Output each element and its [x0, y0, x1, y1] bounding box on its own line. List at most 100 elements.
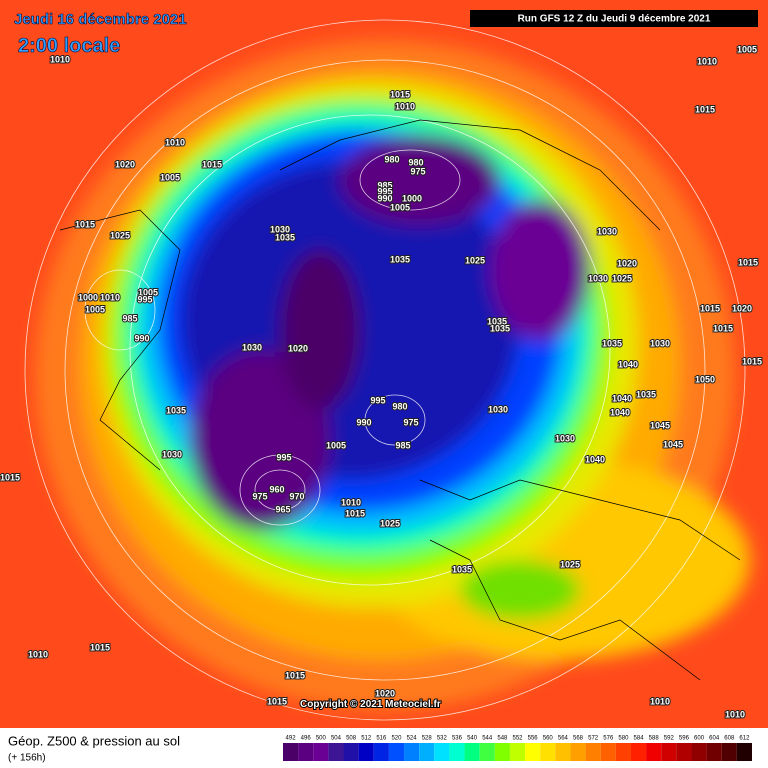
pressure-label: 1020	[375, 688, 395, 698]
pressure-label: 1030	[162, 449, 182, 459]
scale-swatch	[661, 743, 677, 761]
pressure-label: 1010	[697, 56, 717, 66]
scale-label: 580	[618, 736, 629, 742]
pressure-label: 975	[410, 166, 425, 176]
pressure-label: 1035	[602, 338, 622, 348]
scale-swatch	[676, 743, 692, 761]
pressure-label: 1015	[0, 472, 20, 482]
pressure-label: 1010	[50, 54, 70, 64]
scale-label: 536	[452, 736, 463, 742]
pressure-label: 1010	[165, 137, 185, 147]
pressure-label: 995	[370, 395, 385, 405]
scale-label: 540	[467, 736, 478, 742]
pressure-label: 1025	[465, 255, 485, 265]
pressure-label: 1015	[75, 219, 95, 229]
scale-label: 548	[497, 736, 508, 742]
field-title: Géop. Z500 & pression au sol	[8, 733, 180, 748]
pressure-label: 1015	[90, 642, 110, 652]
pressure-label: 1040	[610, 407, 630, 417]
geopotential-field	[35, 40, 750, 710]
pressure-label: 1000	[78, 292, 98, 302]
pressure-label: 995	[137, 294, 152, 304]
pressure-label: 1040	[612, 393, 632, 403]
scale-label: 592	[664, 736, 675, 742]
scale-swatch	[570, 743, 586, 761]
scale-label: 520	[391, 736, 402, 742]
pressure-label: 1035	[636, 389, 656, 399]
scale-swatch	[388, 743, 405, 761]
pressure-label: 1015	[202, 159, 222, 169]
pressure-label: 1025	[612, 273, 632, 283]
pressure-label: 1010	[28, 649, 48, 659]
scale-label: 500	[316, 736, 327, 742]
pressure-label: 1040	[618, 359, 638, 369]
pressure-label: 1035	[166, 405, 186, 415]
pressure-label: 1015	[390, 89, 410, 99]
pressure-label: 1005	[160, 172, 180, 182]
pressure-label: 1020	[115, 159, 135, 169]
pressure-label: 1020	[732, 303, 752, 313]
isobars	[24, 19, 746, 721]
scale-label: 528	[422, 736, 433, 742]
pressure-label: 1005	[390, 202, 410, 212]
pressure-label: 990	[377, 193, 392, 203]
pressure-label: 985	[377, 180, 392, 190]
pressure-label: 1020	[617, 258, 637, 268]
color-scale: 492 496 500 504 508 512 516 520 524 528 532 536 540 5…	[283, 736, 752, 761]
pressure-label: 1005	[737, 44, 757, 54]
pressure-label: 975	[252, 491, 267, 501]
scale-label: 596	[679, 736, 690, 742]
pressure-label: 1035	[452, 564, 472, 574]
run-box	[470, 10, 758, 27]
pressure-label: 1015	[742, 356, 762, 366]
pressure-label: 1015	[267, 696, 287, 706]
pressure-label: 1015	[285, 670, 305, 680]
pressure-label: 1035	[275, 232, 295, 242]
pressure-label: 1010	[725, 709, 745, 719]
pressure-label: 1025	[560, 559, 580, 569]
pressure-label: 1010	[395, 101, 415, 111]
pressure-label: 980	[392, 401, 407, 411]
scale-swatch	[358, 743, 374, 761]
scale-swatch	[721, 743, 737, 761]
coastlines	[59, 119, 741, 681]
scale-swatch	[283, 743, 299, 761]
pressure-label: 1045	[663, 439, 683, 449]
scale-swatch	[313, 743, 329, 761]
scale-swatch	[509, 743, 526, 761]
copyright: Copyright © 2021 Meteociel.fr	[300, 699, 441, 710]
pressure-label: 1035	[487, 316, 507, 326]
scale-label: 560	[543, 736, 554, 742]
pressure-label: 1005	[85, 304, 105, 314]
pressure-label: 1015	[738, 257, 758, 267]
pressure-label: 1015	[713, 323, 733, 333]
scale-label: 572	[588, 736, 599, 742]
pressure-label: 1025	[110, 230, 130, 240]
scale-swatch	[404, 743, 420, 761]
scale-swatch	[525, 743, 541, 761]
pressure-label: 1010	[100, 292, 120, 302]
scale-label: 556	[528, 736, 539, 742]
pressure-label: 1030	[650, 338, 670, 348]
scale-swatch	[585, 743, 601, 761]
pressure-label: 965	[275, 504, 290, 514]
scale-swatch	[646, 743, 662, 761]
scale-swatch	[479, 743, 495, 761]
scale-label: 512	[361, 736, 372, 742]
scale-label: 532	[437, 736, 448, 742]
pressure-label: 995	[377, 186, 392, 196]
pressure-label: 1030	[242, 342, 262, 352]
scale-label: 568	[573, 736, 584, 742]
scale-swatch	[464, 743, 480, 761]
scale-swatch	[600, 743, 616, 761]
pressure-label: 1005	[138, 287, 158, 297]
scale-label: 576	[603, 736, 614, 742]
scale-label: 544	[482, 736, 493, 742]
pressure-label: 1035	[390, 254, 410, 264]
scale-label: 588	[649, 736, 660, 742]
pressure-label: 1010	[650, 696, 670, 706]
scale-swatch	[540, 743, 556, 761]
pressure-label: 1005	[326, 440, 346, 450]
